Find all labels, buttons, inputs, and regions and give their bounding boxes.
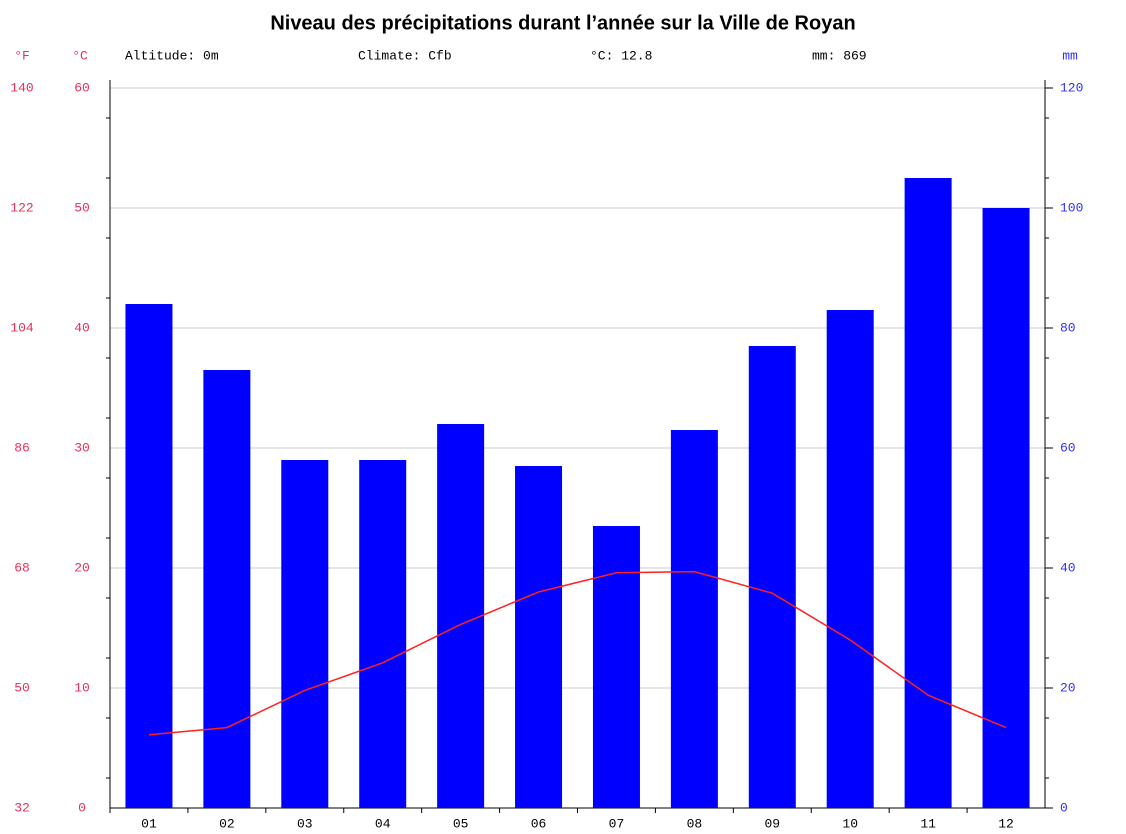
x-tick-label: 10 (842, 816, 858, 831)
fahrenheit-tick-label: 104 (10, 320, 34, 335)
x-tick-label: 09 (764, 816, 780, 831)
fahrenheit-tick-label: 140 (10, 80, 33, 95)
bar (826, 310, 874, 808)
annotation: mm: 869 (812, 48, 867, 63)
x-tick-label: 05 (453, 816, 469, 831)
y2-tick-label: 20 (1060, 680, 1076, 695)
bar (203, 370, 251, 808)
mm-unit: mm (1062, 48, 1078, 63)
x-tick-label: 02 (219, 816, 235, 831)
y-tick-label: 50 (74, 200, 90, 215)
annotation: Altitude: 0m (125, 48, 219, 63)
bar (359, 460, 407, 808)
y2-tick-label: 100 (1060, 200, 1083, 215)
bar (748, 346, 796, 808)
annotation: °C: 12.8 (590, 48, 652, 63)
y2-tick-label: 0 (1060, 800, 1068, 815)
fahrenheit-tick-label: 68 (14, 560, 30, 575)
x-tick-label: 04 (375, 816, 391, 831)
fahrenheit-tick-label: 122 (10, 200, 33, 215)
bar (982, 208, 1030, 808)
bar (904, 178, 952, 808)
y2-tick-label: 40 (1060, 560, 1076, 575)
y-tick-label: 20 (74, 560, 90, 575)
x-tick-label: 03 (297, 816, 313, 831)
fahrenheit-tick-label: 86 (14, 440, 30, 455)
bar (125, 304, 173, 808)
y2-tick-label: 120 (1060, 80, 1083, 95)
x-tick-label: 08 (687, 816, 703, 831)
fahrenheit-tick-label: 32 (14, 800, 30, 815)
y-tick-label: 0 (78, 800, 86, 815)
y-tick-label: 60 (74, 80, 90, 95)
x-tick-label: 11 (920, 816, 936, 831)
bar (670, 430, 718, 808)
fahrenheit-tick-label: 50 (14, 680, 30, 695)
bar (437, 424, 485, 808)
chart-title: Niveau des précipitations durant l’année… (270, 12, 855, 34)
y-tick-label: 40 (74, 320, 90, 335)
bar (281, 460, 329, 808)
bar (515, 466, 563, 808)
y2-tick-label: 60 (1060, 440, 1076, 455)
annotation: Climate: Cfb (358, 48, 452, 63)
y-tick-label: 30 (74, 440, 90, 455)
x-tick-label: 01 (141, 816, 157, 831)
bar (592, 526, 640, 808)
fahrenheit-unit: °F (14, 48, 30, 63)
y2-tick-label: 80 (1060, 320, 1076, 335)
temperature-line (148, 570, 1007, 736)
y-tick-label: 10 (74, 680, 90, 695)
x-tick-label: 06 (531, 816, 547, 831)
celsius-unit: °C (72, 48, 88, 63)
x-tick-label: 07 (609, 816, 625, 831)
x-tick-label: 12 (998, 816, 1014, 831)
